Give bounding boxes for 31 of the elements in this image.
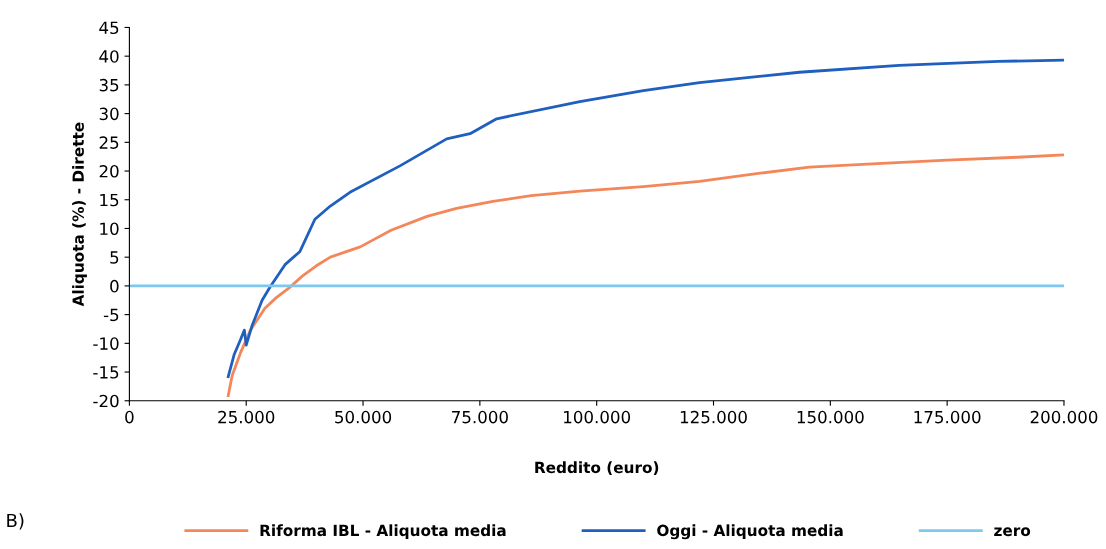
y-tick-label: -5: [103, 308, 119, 322]
y-axis-title: Aliquota (%) - Dirette: [72, 122, 87, 307]
y-tick-label: 35: [99, 78, 119, 92]
legend-label: Riforma IBL - Aliquota media: [260, 524, 506, 540]
legend-label: zero: [994, 527, 1031, 537]
y-tick-label: 30: [99, 107, 119, 121]
line-series: [226, 58, 1064, 379]
y-tick-label: -10: [93, 337, 119, 350]
y-tick-label: -15: [93, 366, 119, 379]
x-tick-label: 75.000: [452, 410, 508, 424]
x-axis-title: Reddito (euro): [535, 461, 659, 475]
x-tick-label: 125.000: [680, 410, 747, 424]
y-tick-label: 40: [99, 50, 119, 63]
y-tick-label: 10: [100, 222, 119, 236]
legend-label: Oggi - Aliquota media: [657, 524, 843, 540]
y-tick-label: 20: [99, 165, 119, 178]
y-tick-label: 0: [110, 279, 119, 293]
x-tick-label: 25.000: [218, 410, 275, 424]
y-tick-label: -20: [93, 394, 119, 408]
text: B): [7, 513, 24, 530]
line-series: [226, 153, 1064, 397]
x-tick-label: 50.000: [335, 410, 392, 424]
y-tick-label: 15: [100, 193, 119, 207]
x-tick-label: 100.000: [564, 410, 631, 424]
x-tick-label: 200.000: [1030, 410, 1098, 424]
x-tick-label: 150.000: [797, 410, 864, 424]
y-tick-label: 25: [99, 136, 119, 149]
x-tick-label: 175.000: [914, 410, 981, 424]
y-tick-label: 45: [99, 21, 119, 35]
y-tick-label: 5: [110, 251, 119, 264]
x-tick-label: 0: [125, 410, 134, 424]
